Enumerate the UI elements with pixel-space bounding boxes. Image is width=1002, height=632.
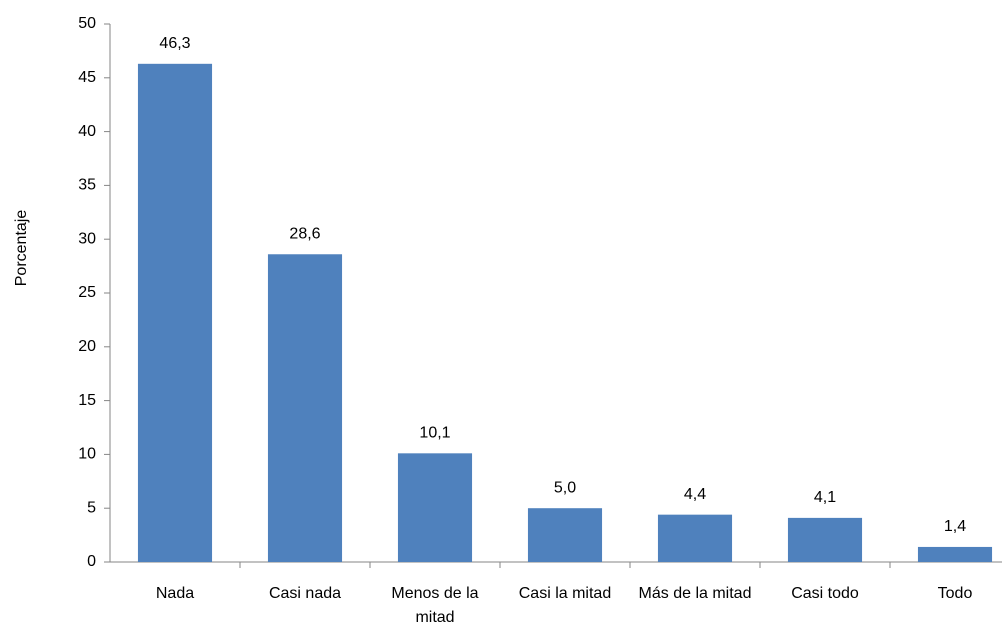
- data-label: 4,4: [684, 486, 706, 503]
- y-tick-label: 30: [78, 230, 96, 247]
- y-tick-label: 0: [87, 553, 96, 570]
- bar: [917, 546, 993, 562]
- data-label: 28,6: [289, 225, 320, 242]
- bar: [787, 517, 863, 562]
- bar: [397, 453, 473, 562]
- data-label: 10,1: [419, 425, 450, 442]
- y-tick-label: 15: [78, 392, 96, 409]
- y-tick-label: 45: [78, 69, 96, 86]
- y-axis-label: Porcentaje: [13, 210, 30, 287]
- data-label: 5,0: [554, 479, 576, 496]
- data-label: 1,4: [944, 518, 966, 535]
- y-tick-label: 40: [78, 123, 96, 140]
- bar: [657, 514, 733, 562]
- y-tick-label: 5: [87, 499, 96, 516]
- y-tick-label: 25: [78, 284, 96, 301]
- y-tick-label: 20: [78, 338, 96, 355]
- y-tick-label: 35: [78, 177, 96, 194]
- x-tick-label: Nada: [155, 585, 195, 602]
- bar: [527, 508, 603, 562]
- y-tick-label: 50: [78, 15, 96, 32]
- y-tick-label: 10: [78, 446, 96, 463]
- data-label: 46,3: [159, 35, 190, 52]
- x-tick-label: Casi nada: [268, 585, 342, 602]
- x-tick-label: Menos de la mitad: [391, 585, 479, 626]
- x-tick-label: Casi la mitad: [518, 585, 612, 602]
- bar: [267, 254, 343, 563]
- x-tick-label: Casi todo: [791, 585, 859, 602]
- x-tick-label: Todo: [937, 585, 973, 602]
- bar: [137, 63, 213, 562]
- data-label: 4,1: [814, 489, 836, 506]
- x-tick-label: Más de la mitad: [638, 585, 752, 602]
